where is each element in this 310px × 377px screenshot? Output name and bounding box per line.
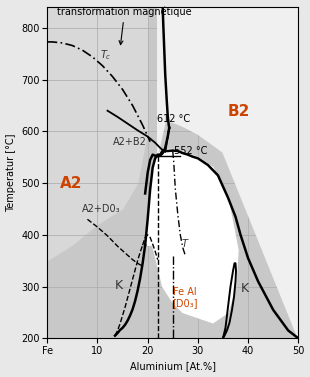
Text: K: K — [241, 282, 249, 295]
Text: 612 °C: 612 °C — [157, 114, 190, 124]
Text: B2: B2 — [228, 104, 250, 119]
X-axis label: Aluminium [At.%]: Aluminium [At.%] — [130, 362, 216, 371]
Text: 552 °C: 552 °C — [174, 146, 207, 156]
Text: transformation magnétique: transformation magnétique — [57, 6, 192, 44]
Text: T: T — [182, 239, 188, 249]
Text: A2: A2 — [60, 176, 82, 191]
Polygon shape — [158, 7, 298, 338]
Text: A2+B2: A2+B2 — [113, 137, 146, 147]
Polygon shape — [47, 7, 148, 338]
Text: $T_c$: $T_c$ — [100, 48, 112, 62]
Polygon shape — [145, 149, 238, 323]
Text: K: K — [115, 279, 123, 292]
Text: Fe Al
[D0₃]: Fe Al [D0₃] — [173, 287, 198, 308]
Text: A2+D0₃: A2+D0₃ — [82, 204, 121, 213]
Y-axis label: Temperatur [°C]: Temperatur [°C] — [6, 133, 16, 212]
